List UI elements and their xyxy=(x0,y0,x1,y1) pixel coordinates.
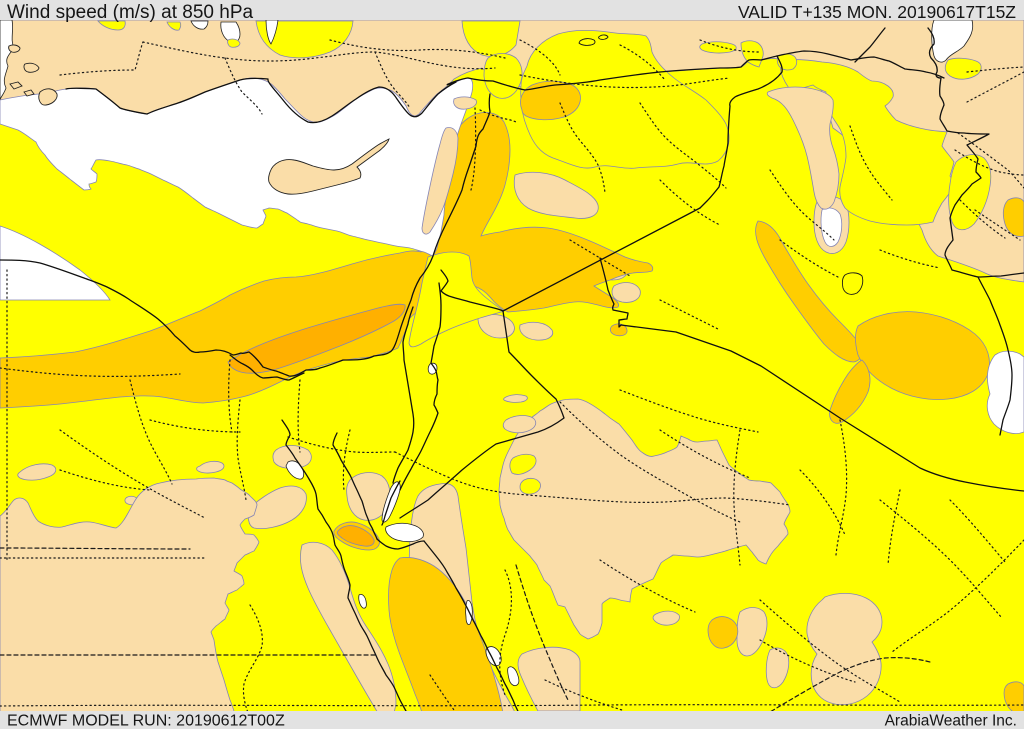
svg-text:ArabiaWeather Inc.: ArabiaWeather Inc. xyxy=(885,713,1017,729)
svg-text:ECMWF MODEL RUN: 20190612T00Z: ECMWF MODEL RUN: 20190612T00Z xyxy=(7,713,285,729)
svg-text:VALID T+135 MON. 20190617T15Z: VALID T+135 MON. 20190617T15Z xyxy=(738,2,1016,22)
svg-text:Wind speed (m/s) at 850 hPa: Wind speed (m/s) at 850 hPa xyxy=(7,2,253,23)
